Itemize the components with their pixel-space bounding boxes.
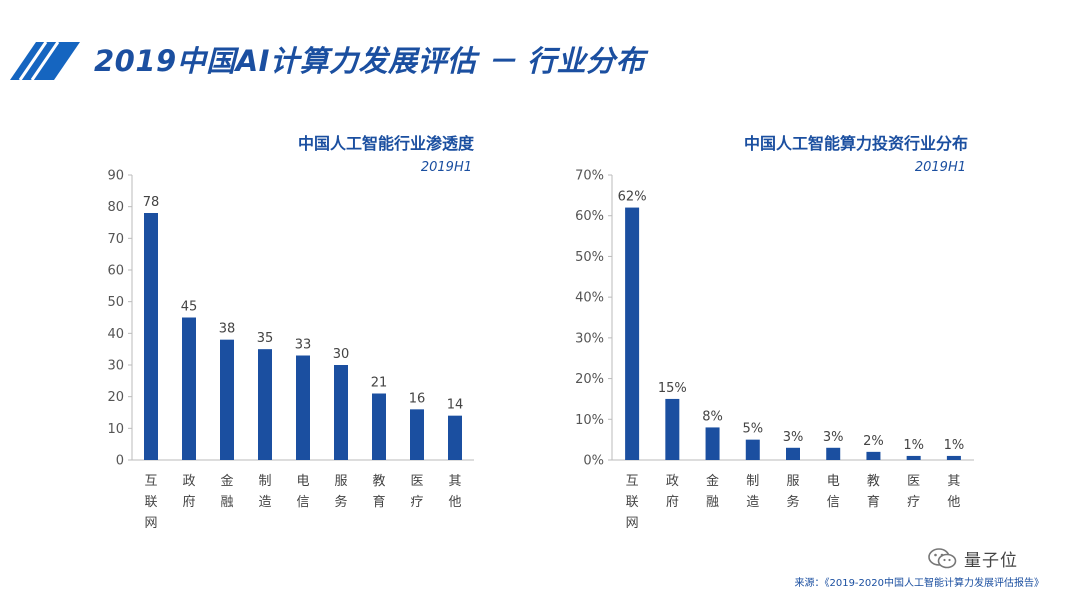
chart-2-y-tick-label: 30% (575, 331, 604, 346)
chart-2-bar (745, 439, 760, 460)
chart-2-data-label: 1% (944, 438, 965, 453)
chart-1-y-tick-label: 50 (107, 295, 124, 310)
chart-2-category-label: 制造 (746, 474, 759, 510)
chart-1-data-label: 78 (143, 195, 160, 210)
chart-1-bar (372, 393, 386, 460)
chart-2-category-label: 金融 (706, 473, 719, 510)
chart-2-data-label: 3% (823, 430, 844, 445)
chart-1-y-tick-label: 70 (107, 232, 124, 247)
chart-2-category-label: 其他 (947, 474, 960, 510)
chart-2-category-label: 政府 (666, 474, 679, 510)
chart-1-y-tick-label: 80 (107, 200, 124, 215)
chart-1-category-label: 金融 (220, 473, 233, 510)
chart-1-category-label: 教育 (372, 473, 385, 510)
chart-1-bar (334, 365, 348, 460)
chart-1-category-label: 电信 (296, 474, 309, 510)
chart-1-bar (182, 317, 196, 460)
chart-2-category-label: 教育 (867, 473, 880, 510)
chart-2-title: 中国人工智能算力投资行业分布 (743, 134, 968, 153)
brand-name: 量子位 (964, 551, 1018, 571)
chart-1-category-label: 医疗 (410, 474, 423, 510)
chart-1-category-label: 互联网 (144, 474, 157, 531)
chart-1-y-tick-label: 60 (107, 264, 124, 279)
chart-1-bar (448, 415, 462, 460)
chart-2-data-label: 5% (742, 422, 763, 437)
chart-2-y-tick-label: 60% (575, 209, 604, 224)
chart-2-category-label: 互联网 (626, 474, 639, 531)
header-stripes-icon (10, 41, 80, 81)
chart-2-data-label: 2% (863, 434, 884, 449)
chart-2-subtitle: 2019H1 (914, 160, 966, 175)
chart-1-y-tick-label: 90 (107, 169, 124, 184)
chart-2-y-tick-label: 0% (583, 454, 604, 469)
chart-1-data-label: 14 (447, 398, 464, 413)
chart-1-y-tick-label: 10 (107, 422, 124, 437)
chart-2-y-tick-label: 50% (575, 250, 604, 265)
chart-2-bar (826, 447, 841, 460)
chart-1-category-label: 服务 (334, 474, 347, 510)
chart-2-data-label: 1% (903, 438, 924, 453)
chart-1-data-label: 16 (409, 391, 426, 406)
chart-2-category-label: 医疗 (907, 474, 920, 510)
chart-2-data-label: 3% (783, 430, 804, 445)
chart-1-bar (410, 409, 424, 460)
brand: 量子位 (928, 546, 1018, 571)
chart-1-category-label: 其他 (448, 474, 461, 510)
chart-1-y-tick-label: 20 (107, 390, 124, 405)
chart-2-bar (625, 207, 640, 460)
chart-1-data-label: 45 (181, 300, 198, 315)
chart-1-bar (144, 213, 158, 460)
chart-1-data-label: 30 (333, 347, 350, 362)
chart-1-data-label: 38 (219, 322, 236, 337)
chart-1-title: 中国人工智能行业渗透度 (297, 134, 474, 153)
chart-1-y-tick-label: 30 (107, 359, 124, 374)
chart-2-y-tick-label: 10% (575, 413, 604, 428)
chart-2-bar (665, 398, 680, 460)
page-title: 2019中国AI计算力发展评估 － 行业分布 (94, 44, 646, 78)
chart-1-data-label: 21 (371, 376, 388, 391)
chart-2-y-tick-label: 20% (575, 372, 604, 387)
chart-2-bar (946, 455, 961, 460)
chart-2-data-label: 62% (618, 190, 647, 205)
chart-2-bar (866, 451, 881, 460)
chart-2-category-label: 电信 (827, 474, 840, 510)
chart-2-data-label: 15% (658, 381, 687, 396)
chart-2-category-label: 服务 (786, 474, 799, 510)
chart-1-data-label: 35 (257, 331, 274, 346)
chart-2-y-tick-label: 40% (575, 291, 604, 306)
chart-1-data-label: 33 (295, 338, 312, 353)
chart-2-bar (786, 447, 800, 460)
chart-2-data-label: 8% (702, 409, 723, 424)
chart-1-subtitle: 2019H1 (420, 160, 472, 175)
chart-2-y-tick-label: 70% (575, 169, 604, 184)
chart-1-category-label: 制造 (258, 474, 271, 510)
chart-2-bar (705, 427, 720, 460)
chart-1-bar (258, 349, 272, 460)
chart-1-y-tick-label: 40 (107, 327, 124, 342)
chart-1-y-tick-label: 0 (116, 454, 124, 469)
chart-1-bar (220, 339, 234, 460)
wechat-icon (928, 547, 957, 568)
chart-2-bar (906, 455, 921, 460)
chart-1-category-label: 政府 (182, 474, 195, 510)
source-note: 来源：《2019-2020中国人工智能计算力发展评估报告》 (794, 578, 1044, 589)
chart-1-bar (296, 355, 310, 460)
